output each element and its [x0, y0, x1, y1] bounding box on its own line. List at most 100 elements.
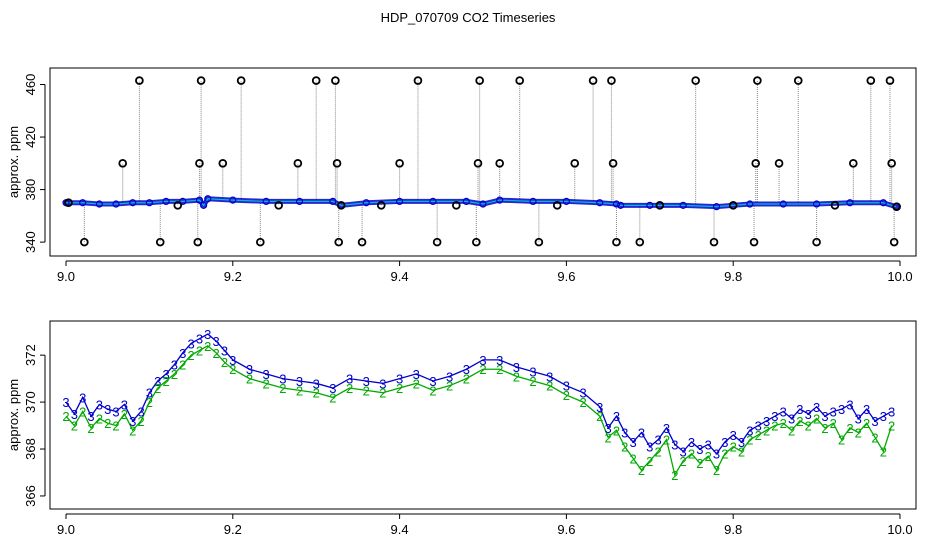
series-3-marker: 3 — [788, 412, 795, 427]
series-3-marker: 3 — [171, 358, 178, 373]
top-circle-point — [887, 159, 896, 168]
series-2-marker: 2 — [263, 376, 270, 391]
series-2-marker: 2 — [279, 381, 286, 396]
top-circle-point — [432, 237, 442, 247]
series-3-marker: 3 — [730, 428, 737, 443]
series-2-marker: 2 — [680, 454, 687, 469]
top-circle-point — [749, 237, 759, 247]
series-3-marker: 3 — [771, 409, 778, 424]
top-x-tick-label: 9.6 — [557, 269, 575, 284]
series-2-marker: 2 — [863, 416, 870, 431]
series-3-marker: 3 — [479, 353, 486, 368]
series-3-marker: 3 — [805, 407, 812, 422]
top-circle-point — [552, 201, 562, 210]
series-3-marker: 3 — [529, 365, 536, 380]
top-circle-point — [195, 159, 204, 168]
series-3-marker: 3 — [621, 426, 628, 441]
series-3-marker: 3 — [513, 360, 520, 375]
top-circle-point — [475, 76, 484, 85]
series-3-marker: 3 — [263, 367, 270, 382]
top-circle-point — [866, 76, 876, 85]
top-base-point — [229, 196, 237, 204]
series-2-marker: 2 — [79, 404, 86, 419]
series-2-marker: 2 — [696, 456, 703, 471]
series-2-marker: 2 — [771, 419, 778, 434]
series-2-marker: 2 — [179, 358, 186, 373]
top-y-tick-label: 380 — [23, 179, 38, 201]
series-2-marker: 2 — [763, 423, 770, 438]
top-circle-point — [691, 76, 700, 85]
series-3-marker: 3 — [696, 442, 703, 457]
bottom-x-tick-label: 9.4 — [391, 522, 409, 537]
top-circle-point — [793, 76, 803, 85]
bottom-y-axis: 366 368 370 372 — [23, 344, 46, 507]
top-base-point — [200, 201, 208, 209]
top-circle-markers — [64, 76, 901, 247]
series-3-marker: 3 — [821, 409, 828, 424]
top-base-series — [62, 195, 900, 211]
series-2-marker: 2 — [363, 383, 370, 398]
top-base-point — [496, 196, 504, 204]
series-2-marker: 2 — [821, 421, 828, 436]
series-2-marker: 2 — [755, 428, 762, 443]
top-circle-point — [753, 76, 762, 85]
series-3-marker: 3 — [221, 343, 228, 358]
series-2-marker: 2 — [855, 426, 862, 441]
series-2-marker: 2 — [396, 381, 403, 396]
top-circle-point — [293, 159, 303, 168]
series-2-marker: 2 — [62, 409, 69, 424]
series-3-marker: 3 — [705, 437, 712, 452]
top-y-tick-label: 460 — [23, 74, 38, 96]
top-circle-point — [452, 201, 461, 210]
series-3-marker: 3 — [838, 402, 845, 417]
top-circle-point — [608, 159, 618, 168]
series-3-marker: 3 — [229, 353, 236, 368]
top-base-point — [129, 199, 137, 207]
series-2-marker: 2 — [880, 444, 887, 459]
top-circle-point — [472, 237, 481, 247]
top-circle-point — [635, 237, 645, 247]
series-2-marker: 2 — [121, 407, 128, 422]
top-circle-point — [751, 159, 761, 168]
series-3-marker: 3 — [196, 332, 203, 347]
top-base-point — [262, 197, 270, 206]
series-2-marker: 2 — [671, 468, 678, 483]
top-base-point — [162, 197, 170, 206]
top-circle-point — [889, 237, 899, 247]
series-2-marker: 2 — [329, 390, 336, 405]
series-2-marker: 2 — [738, 444, 745, 459]
series-3-marker: 3 — [755, 419, 762, 434]
series-3-marker: 3 — [379, 376, 386, 391]
series-2-marker: 2 — [688, 447, 695, 462]
series-2-marker: 2 — [888, 419, 895, 434]
top-x-axis: 9.0 9.2 9.4 9.6 9.8 10.0 — [57, 260, 913, 284]
series-2-marker: 2 — [496, 362, 503, 377]
top-base-point — [562, 197, 571, 206]
series-2-marker: 2 — [146, 395, 153, 410]
top-x-tick-label: 9.8 — [724, 269, 742, 284]
series-3-marker: 3 — [104, 402, 111, 417]
series-2-marker: 2 — [613, 423, 620, 438]
bottom-x-tick-label: 9.2 — [224, 522, 242, 537]
series-3-marker: 3 — [604, 421, 611, 436]
series-2-marker: 2 — [788, 423, 795, 438]
chart-title: HDP_070709 CO2 Timeseries — [381, 10, 556, 25]
series-2-marker: 2 — [196, 343, 203, 358]
top-base-point — [846, 199, 854, 207]
series-2-marker: 2 — [604, 430, 611, 445]
top-circle-point — [395, 159, 404, 168]
bottom-ylabel: approx. ppm — [6, 379, 21, 451]
series-2-marker: 2 — [705, 449, 712, 464]
bottom-x-axis: 9.0 9.2 9.4 9.6 9.8 10.0 — [57, 513, 913, 537]
series-3-marker: 3 — [179, 346, 186, 361]
top-base-point — [79, 199, 87, 207]
series-3-marker: 3 — [796, 402, 803, 417]
series-3-marker: 3 — [87, 409, 94, 424]
top-circle-point — [334, 237, 344, 247]
series-2-marker: 2 — [446, 379, 453, 394]
series-2-marker: 2 — [187, 348, 194, 363]
series-2-marker: 2 — [563, 388, 570, 403]
